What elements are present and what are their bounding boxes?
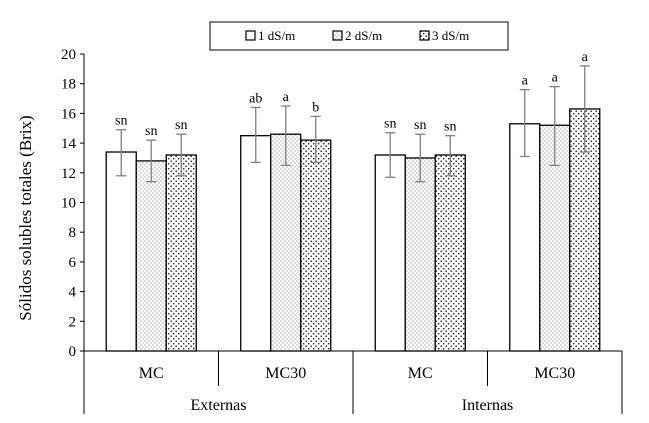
error-bar <box>116 129 127 177</box>
y-tick-label: 2 <box>69 314 77 330</box>
bar <box>270 133 302 352</box>
bar <box>240 135 272 352</box>
error-bar <box>176 133 187 177</box>
y-tick-label: 0 <box>69 344 77 360</box>
y-tick-label: 4 <box>69 285 77 301</box>
y-tick-label: 8 <box>69 225 77 241</box>
y-tick-label: 16 <box>61 106 77 122</box>
y-tick-label: 14 <box>61 136 77 152</box>
group-label: Externas <box>191 397 247 414</box>
error-bar <box>250 106 261 164</box>
legend-swatch <box>419 30 430 41</box>
significance-label: ab <box>249 91 262 106</box>
bar <box>434 154 466 352</box>
legend-swatch <box>245 30 256 41</box>
y-tick-label: 20 <box>61 47 76 63</box>
legend: 1 dS/m 2 dS/m 3 dS/m <box>209 21 509 51</box>
significance-label: sn <box>115 114 127 129</box>
error-bar <box>445 135 456 177</box>
bar <box>105 151 137 352</box>
significance-label: sn <box>414 118 426 133</box>
legend-swatch <box>332 30 343 41</box>
x-axis: MC MC30 MC MC30 Externas Internas <box>139 365 575 414</box>
legend-box <box>209 21 509 51</box>
y-axis: 0 2 4 6 8 10 12 14 16 18 20 <box>61 47 84 360</box>
y-tick-label: 6 <box>69 255 77 271</box>
y-tick-label: 18 <box>61 77 76 93</box>
x-tick-label: MC <box>408 365 433 382</box>
significance-label: sn <box>444 120 456 135</box>
error-bar <box>415 133 426 183</box>
legend-item: 2 dS/m <box>332 28 382 43</box>
bar <box>165 154 197 352</box>
bar <box>374 154 406 352</box>
error-bar <box>280 105 291 167</box>
bar <box>509 123 541 352</box>
bar <box>135 160 167 352</box>
bar <box>404 157 436 352</box>
legend-label: 3 dS/m <box>432 28 469 43</box>
legend-item: 3 dS/m <box>419 28 469 43</box>
significance-label: sn <box>145 124 157 139</box>
significance-label: a <box>283 90 290 105</box>
x-tick-label: MC30 <box>265 365 306 382</box>
y-tick-label: 10 <box>61 196 76 212</box>
error-bar <box>310 115 321 164</box>
significance-label: a <box>582 50 589 65</box>
legend-label: 2 dS/m <box>345 28 382 43</box>
significance-label: sn <box>175 118 187 133</box>
significance-label: a <box>522 74 529 89</box>
significance-label: a <box>552 71 559 86</box>
x-tick-label: MC <box>139 365 164 382</box>
group-label: Internas <box>462 397 514 414</box>
significance-label: b <box>312 100 319 115</box>
significance-label: sn <box>384 117 396 132</box>
error-bar <box>579 65 590 153</box>
error-bar <box>385 132 396 178</box>
error-bar <box>146 139 157 183</box>
legend-label: 1 dS/m <box>258 28 295 43</box>
error-bar <box>519 88 530 158</box>
y-tick-label: 12 <box>61 166 76 182</box>
legend-item: 1 dS/m <box>245 28 295 43</box>
error-bar <box>549 86 560 167</box>
x-tick-label: MC30 <box>534 365 575 382</box>
y-axis-label: Sólidos solubles totales (Brix) <box>16 115 35 320</box>
bar <box>300 139 332 352</box>
